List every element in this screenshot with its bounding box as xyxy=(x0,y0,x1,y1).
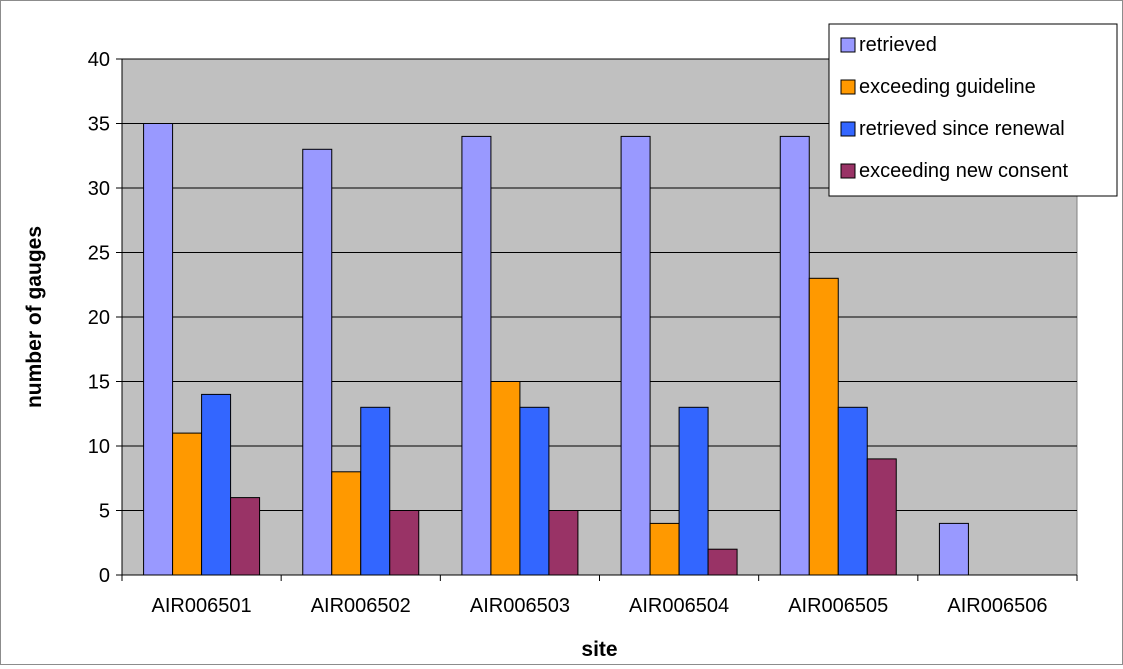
y-tick-label: 15 xyxy=(88,372,110,394)
legend-label: retrieved xyxy=(859,34,937,56)
bar xyxy=(649,522,680,576)
bar xyxy=(389,510,420,576)
bar xyxy=(707,548,738,576)
x-tick-label: AIR006502 xyxy=(311,595,411,617)
legend-label: retrieved since renewal xyxy=(859,118,1065,140)
legend-label: exceeding guideline xyxy=(859,76,1036,98)
legend-swatch xyxy=(840,37,856,53)
y-tick-label: 30 xyxy=(88,178,110,200)
bar xyxy=(938,522,969,576)
bar xyxy=(678,406,709,576)
bar xyxy=(143,123,174,576)
legend-label: exceeding new consent xyxy=(859,160,1068,182)
legend-swatch xyxy=(840,121,856,137)
bar xyxy=(461,135,492,576)
y-tick-label: 35 xyxy=(88,114,110,136)
legend-swatch xyxy=(840,163,856,179)
axes: 0 5 10 15 20 25 30 35 40 AIR006501 AIR006502 AIR006… xyxy=(88,49,1078,617)
bar xyxy=(201,393,232,576)
bar xyxy=(230,497,261,576)
x-tick-label: AIR006505 xyxy=(788,595,888,617)
bar xyxy=(172,432,203,576)
bar xyxy=(331,471,362,576)
bar xyxy=(548,510,579,576)
bar xyxy=(490,381,521,576)
legend-swatch xyxy=(840,79,856,95)
x-tick-label: AIR006503 xyxy=(470,595,570,617)
y-tick-label: 20 xyxy=(88,307,110,329)
legend-box xyxy=(828,23,1118,197)
x-tick-label: AIR006506 xyxy=(947,595,1047,617)
y-tick-label: 5 xyxy=(99,501,110,523)
y-tick-label: 40 xyxy=(88,49,110,71)
bar xyxy=(837,406,868,576)
y-axis-title: number of gauges xyxy=(23,226,46,408)
bar xyxy=(779,135,810,576)
bar xyxy=(302,148,333,576)
y-tick-label: 10 xyxy=(88,436,110,458)
legend: retrieved exceeding guideline retrieved si… xyxy=(828,23,1118,197)
bar xyxy=(620,135,651,576)
bar xyxy=(866,458,897,576)
y-tick-label: 25 xyxy=(88,243,110,265)
x-tick-label: AIR006501 xyxy=(152,595,252,617)
y-tick-label: 0 xyxy=(99,565,110,587)
bar xyxy=(519,406,550,576)
bar xyxy=(360,406,391,576)
x-axis-title: site xyxy=(581,638,617,661)
x-tick-label: AIR006504 xyxy=(629,595,729,617)
bar xyxy=(808,277,839,576)
